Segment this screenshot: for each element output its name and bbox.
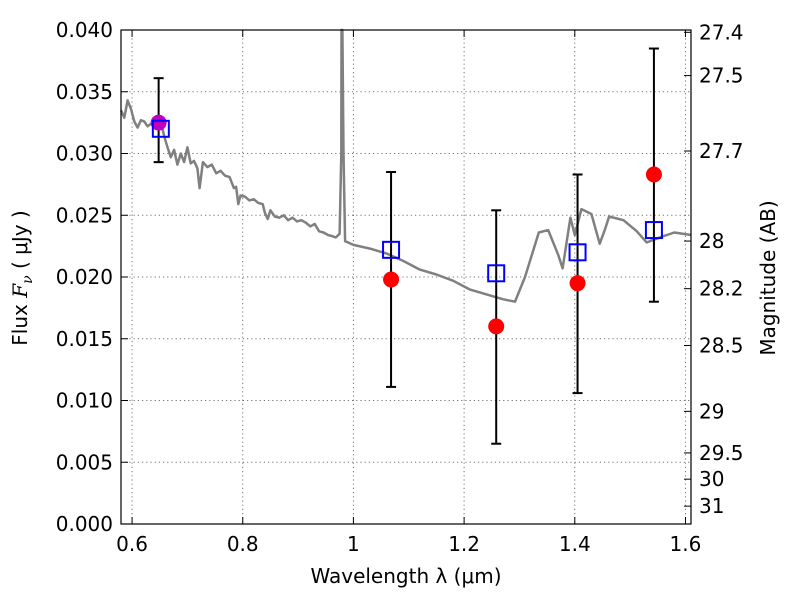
y-axis-title-symbol: F [8, 283, 32, 299]
y2-tick-label: 30 [699, 467, 724, 491]
y-axis-title-text: Flux [8, 298, 32, 346]
model-band-square [568, 243, 587, 262]
model-band-square [487, 264, 506, 283]
y2-tick-label: 27.5 [699, 64, 744, 88]
y2-tick-label: 29 [699, 399, 724, 423]
y-tick-label: 0.030 [56, 142, 113, 166]
y2-tick-label: 27.4 [699, 20, 744, 44]
x-tick-label: 1.4 [559, 532, 591, 556]
y-tick-label: 0.010 [56, 389, 113, 413]
x-tick-label: 1.6 [670, 532, 702, 556]
observed-flux-point [569, 275, 586, 292]
observed-flux-point [383, 271, 400, 288]
x-axis-title: Wavelength λ (μm) [310, 564, 501, 588]
y-tick-label: 0.005 [56, 450, 113, 474]
y-axis-title-subscript: ν [20, 275, 36, 284]
y-tick-label: 0.040 [56, 18, 113, 42]
model-band-square [644, 221, 663, 240]
model-band-points [151, 119, 663, 283]
model-spectrum-line [119, 28, 692, 303]
x-tick-label: 0.6 [116, 532, 148, 556]
y-tick-label: 0.025 [56, 203, 113, 227]
y2-tick-label: 31 [699, 494, 724, 518]
y2-tick-label: 28 [699, 229, 724, 253]
y2-tick-label: 27.7 [699, 139, 744, 163]
y-tick-label: 0.000 [56, 512, 113, 536]
y-axis-title: Flux Fν ( μJy ) [8, 210, 36, 345]
model-band-square [151, 119, 170, 138]
y2-tick-label: 29.5 [699, 441, 744, 465]
y-tick-label: 0.015 [56, 327, 113, 351]
y2-tick-label: 28.5 [699, 333, 744, 357]
observed-flux-point [488, 318, 505, 335]
model-spectrum-group [119, 28, 692, 303]
y2-axis-title: Magnitude (AB) [756, 200, 780, 355]
x-tick-label: 0.8 [227, 532, 259, 556]
observed-flux-point [150, 114, 167, 131]
y-axis-ticks: 0.000 0.005 0.010 0.015 0.020 0.025 0.030 0.035… [56, 18, 128, 536]
y-tick-label: 0.020 [56, 265, 113, 289]
x-tick-label: 1 [347, 532, 360, 556]
y-tick-label: 0.035 [56, 80, 113, 104]
x-tick-label: 1.2 [448, 532, 480, 556]
y2-tick-label: 28.2 [699, 277, 744, 301]
y-axis-title-units: ( μJy ) [8, 210, 32, 275]
observed-points [150, 114, 662, 335]
model-band-square [382, 240, 401, 259]
observed-flux-point [645, 166, 662, 183]
x-axis-ticks: 0.6 0.8 1 1.2 1.4 1.6 [116, 30, 701, 556]
y2-axis-ticks: 27.4 27.5 27.7 28 28.2 28.5 29 29.530 31 [684, 20, 744, 518]
